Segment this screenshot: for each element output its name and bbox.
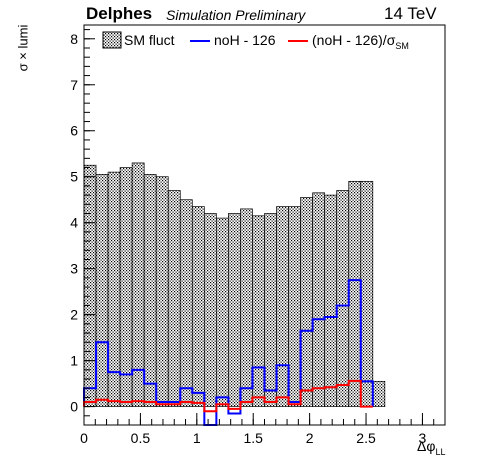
experiment-title: Delphes [86, 4, 153, 23]
sm-bar-11 [216, 217, 229, 407]
sm-bar-15 [264, 213, 277, 407]
x-tick-label-3: 1.5 [243, 430, 263, 446]
legend-ratio-sub: SM [395, 40, 409, 51]
sm-bar-18 [300, 197, 313, 407]
sm-bar-5 [143, 174, 157, 407]
sm-bar-21 [336, 190, 350, 407]
noh-series [83, 279, 374, 426]
y-tick-label-3: 3 [70, 261, 78, 277]
sm-bar-8 [179, 199, 193, 407]
x-tick-label-2: 1 [193, 430, 201, 446]
sm-bar-20 [324, 194, 338, 407]
legend-entry-sm: SM fluct [124, 32, 175, 48]
sm-bar-23 [360, 180, 374, 407]
sm-bar-9 [191, 206, 205, 407]
sm-bar-12 [228, 213, 241, 407]
y-tick-label-4: 4 [70, 215, 78, 231]
sm-bar-10 [203, 213, 217, 407]
sm-bar-0 [83, 164, 97, 407]
x-tick-label-4: 2 [306, 430, 314, 446]
sm-bar-14 [252, 215, 265, 407]
sm-bar-24 [372, 380, 386, 407]
ratio-line [83, 379, 373, 413]
y-tick-label-2: 2 [70, 307, 78, 323]
legend-entry-noh: noH - 126 [214, 32, 276, 48]
energy-label: 14 TeV [384, 4, 437, 23]
legend-marker-sm [102, 31, 122, 49]
sm-bar-22 [348, 180, 362, 407]
y-tick-label-6: 6 [70, 123, 78, 139]
y-tick-label-0: 0 [70, 399, 78, 415]
experiment-subtitle: Simulation Preliminary [166, 7, 306, 23]
x-axis-label-sub: LL [435, 446, 446, 457]
y-tick-label-1: 1 [70, 353, 78, 369]
x-axis-label-main: Δφ [417, 438, 436, 454]
noh-line [83, 279, 374, 426]
y-tick-label-7: 7 [70, 77, 78, 93]
sm-bar-3 [119, 167, 133, 407]
sm-bar-7 [167, 190, 181, 407]
y-tick-label-8: 8 [70, 31, 78, 47]
sm-bar-16 [276, 206, 289, 407]
legend-ratio-main: (noH - 126)/σ [312, 32, 396, 48]
x-tick-label-5: 2.5 [356, 430, 376, 446]
sm-bar-6 [155, 176, 169, 407]
sm-bar-17 [288, 206, 301, 407]
y-axis-label: σ × lumi [15, 24, 31, 72]
sm-bar-1 [95, 174, 109, 407]
axes: 0 0.5 1 1.5 2 2.5 3 0 1 2 3 4 5 6 7 8 [70, 29, 446, 446]
x-tick-label-0: 0 [80, 430, 88, 446]
sm-histogram [83, 162, 386, 407]
sm-bar-19 [312, 192, 326, 407]
x-tick-label-6: 3 [419, 430, 427, 446]
y-tick-label-5: 5 [70, 169, 78, 185]
ratio-series [83, 379, 373, 413]
sm-bar-13 [240, 208, 253, 407]
legend-entry-ratio: (noH - 126)/σSM [312, 32, 409, 51]
x-axis-label: ΔφLL [417, 438, 445, 457]
x-tick-label-1: 0.5 [131, 430, 151, 446]
